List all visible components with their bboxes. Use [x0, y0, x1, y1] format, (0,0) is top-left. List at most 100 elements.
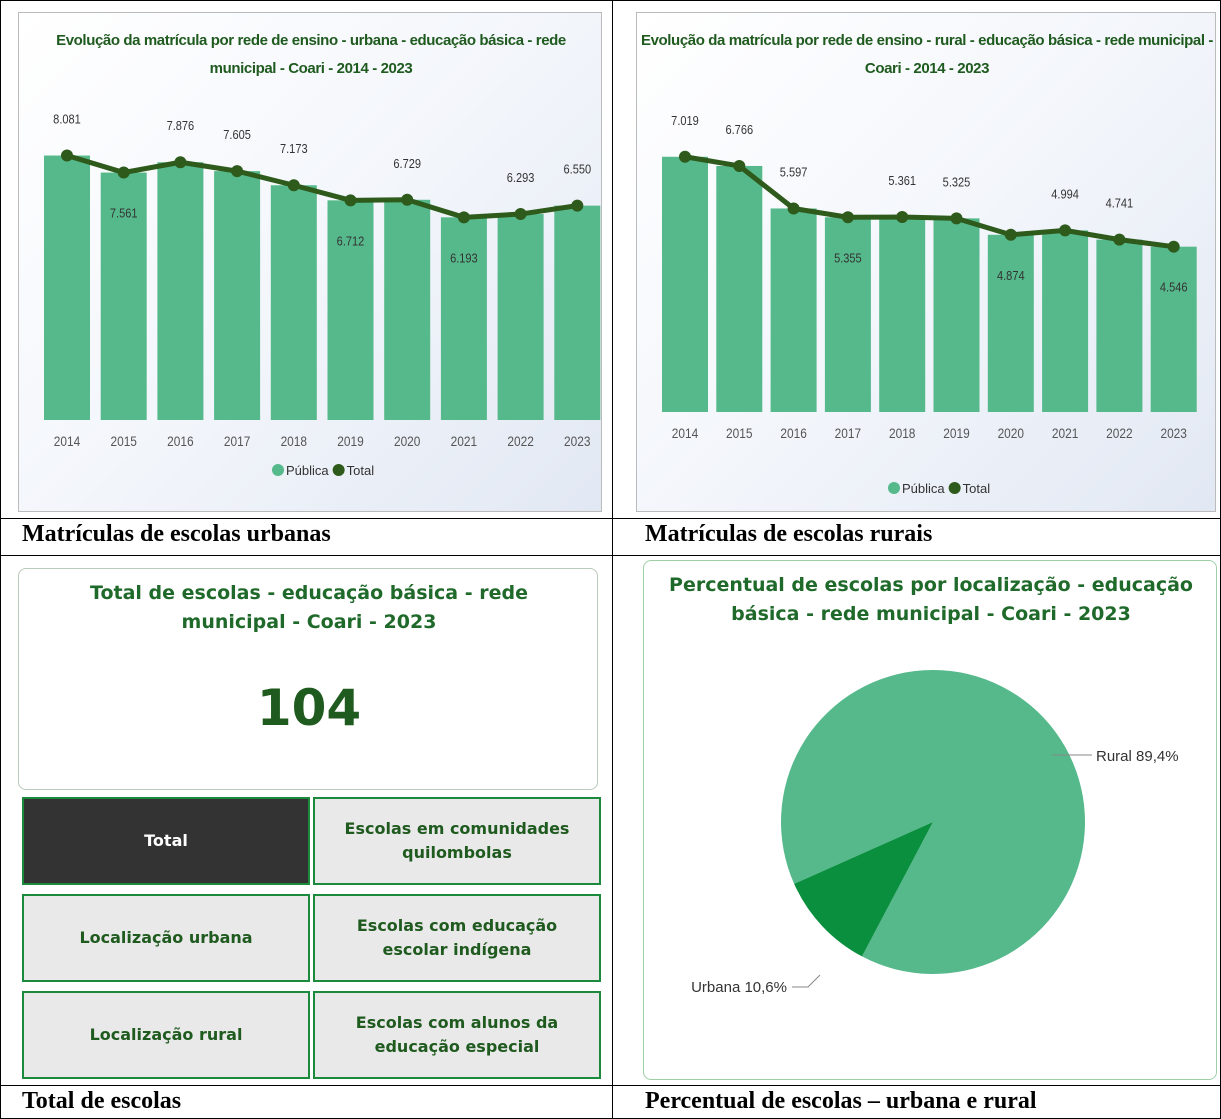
- x-tick-label: 2018: [889, 425, 915, 441]
- data-label: 7.173: [280, 141, 308, 156]
- table-border: [0, 1085, 1221, 1086]
- data-label: 7.605: [223, 127, 251, 142]
- x-tick-label: 2015: [726, 425, 752, 441]
- line-point: [174, 156, 187, 169]
- caption: Matrículas de escolas rurais: [645, 521, 933, 547]
- data-label: 8.081: [53, 112, 81, 127]
- bar: [879, 217, 926, 412]
- legend-marker: [888, 482, 900, 494]
- leader-line: [792, 974, 821, 988]
- chart-title: Evolução da matrícula por rede de ensino…: [56, 32, 566, 77]
- chart-title: Evolução da matrícula por rede de ensino…: [640, 32, 1213, 77]
- bar: [1150, 246, 1197, 412]
- data-label: 4.874: [997, 268, 1025, 283]
- kpi-value: 104: [256, 679, 362, 737]
- line-point: [287, 179, 300, 192]
- legend-label: Pública: [286, 463, 329, 478]
- x-tick-label: 2021: [1052, 425, 1078, 441]
- bar: [824, 217, 871, 412]
- data-label: 4.994: [1051, 187, 1079, 202]
- line-point: [117, 166, 130, 179]
- pie-panel: Percentual de escolas por localização - …: [643, 560, 1217, 1080]
- bar: [1096, 239, 1143, 412]
- filter-button[interactable]: Localização urbana: [22, 894, 310, 982]
- combo-chart: 8.081 7.561 7.876 7.605 7.173 6.712 6.729 6.193…: [44, 112, 601, 478]
- line-point: [841, 211, 854, 224]
- x-tick-label: 2016: [780, 425, 806, 441]
- x-tick-label: 2019: [943, 425, 969, 441]
- line-point: [344, 194, 357, 207]
- filter-button[interactable]: Escolas com educação escolar indígena: [313, 894, 601, 982]
- bar: [270, 185, 317, 420]
- filter-button[interactable]: Total: [22, 797, 310, 885]
- combo-chart: 7.019 6.766 5.597 5.355 5.361 5.325 4.874 4.994…: [662, 113, 1197, 496]
- table-border: [0, 555, 1221, 556]
- data-label: 6.293: [507, 170, 535, 185]
- data-label: 5.361: [888, 173, 916, 188]
- data-label: 6.712: [337, 233, 365, 248]
- data-label: 4.741: [1106, 196, 1134, 211]
- kpi-card: Total de escolas - educação básica - red…: [18, 568, 598, 790]
- line-point: [733, 159, 746, 172]
- bar: [554, 205, 601, 420]
- bar: [100, 172, 147, 420]
- data-label: 6.766: [725, 122, 753, 137]
- line-point: [787, 202, 800, 215]
- line-point: [514, 208, 527, 221]
- line: [66, 153, 578, 220]
- x-tick-label: 2017: [224, 433, 250, 449]
- table-border: [0, 0, 1, 1119]
- bar: [987, 234, 1034, 412]
- x-tick-label: 2023: [1160, 425, 1186, 441]
- legend-label: Pública: [902, 481, 945, 496]
- x-tick-label: 2022: [507, 433, 533, 449]
- filter-button[interactable]: Escolas em comunidades quilombolas: [313, 797, 601, 885]
- legend-marker: [332, 464, 345, 476]
- pie-chart: Rural 89,4% Urbana 10,6%: [691, 670, 1179, 996]
- bar: [440, 217, 487, 420]
- data-label: 6.729: [393, 156, 421, 171]
- caption: Matrículas de escolas urbanas: [22, 521, 331, 547]
- x-tick-label: 2023: [564, 433, 590, 449]
- line-point: [1059, 224, 1072, 237]
- legend-marker: [948, 482, 961, 494]
- line-point: [950, 212, 963, 225]
- pie-slice: [794, 822, 933, 957]
- x-tick-label: 2014: [54, 433, 80, 449]
- data-label: 5.597: [780, 165, 808, 180]
- table-border: [612, 0, 613, 1119]
- line-point: [231, 165, 244, 178]
- legend-label: Total: [963, 481, 991, 496]
- filter-button[interactable]: Localização rural: [22, 991, 310, 1079]
- x-tick-label: 2016: [167, 433, 193, 449]
- bar: [44, 155, 90, 420]
- bar: [770, 208, 817, 412]
- bar: [716, 165, 763, 412]
- data-label: Rural 89,4%: [1096, 748, 1179, 765]
- line-point: [679, 150, 691, 163]
- table-border: [0, 0, 1221, 1]
- bar: [497, 214, 544, 420]
- line-point: [571, 199, 584, 212]
- data-label: 6.193: [450, 250, 478, 265]
- x-tick-label: 2018: [281, 433, 307, 449]
- line-point: [61, 149, 73, 162]
- x-tick-label: 2022: [1106, 425, 1132, 441]
- legend-marker: [272, 464, 284, 476]
- bar: [933, 218, 980, 412]
- line-point: [457, 211, 470, 224]
- data-label: Urbana 10,6%: [691, 979, 787, 996]
- data-label: 7.876: [167, 118, 195, 133]
- line-point: [401, 193, 414, 206]
- pie-slice: [781, 670, 1085, 974]
- bar: [327, 200, 374, 420]
- bar: [662, 156, 708, 412]
- line-point: [1113, 233, 1126, 246]
- legend-label: Total: [347, 463, 375, 478]
- data-label: 7.019: [671, 113, 699, 128]
- data-label: 7.561: [110, 206, 138, 221]
- data-label: 5.355: [834, 250, 862, 265]
- filter-button[interactable]: Escolas com alunos da educação especial: [313, 991, 601, 1079]
- data-label: 5.325: [943, 175, 971, 190]
